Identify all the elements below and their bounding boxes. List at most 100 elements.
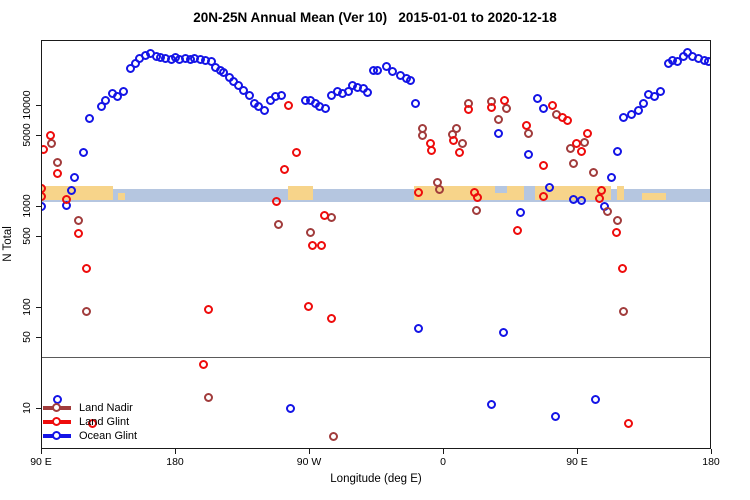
data-point-ocean-glint: [486, 399, 496, 409]
data-point-land-glint: [486, 103, 496, 113]
map-strip-land: [42, 186, 114, 200]
x-axis-title: Longitude (deg E): [330, 473, 422, 485]
data-point-ocean-glint: [84, 114, 94, 124]
y-tick-label: 10: [21, 402, 33, 414]
data-point-land-glint: [455, 148, 465, 158]
data-point-land-glint: [577, 147, 587, 157]
data-point-land-glint: [473, 192, 483, 202]
data-point-ocean-glint: [413, 323, 423, 333]
data-point-ocean-glint: [704, 56, 710, 66]
data-point-land-glint: [562, 116, 572, 126]
data-point-land-nadir: [273, 220, 283, 230]
data-point-land-glint: [464, 105, 474, 115]
data-point-land-nadir: [565, 144, 575, 154]
y-tick-mark: [36, 337, 41, 339]
data-point-land-glint: [617, 264, 627, 274]
data-point-land-glint: [203, 305, 213, 315]
x-tick-mark: [175, 449, 176, 454]
data-point-ocean-glint: [373, 65, 383, 75]
data-point-ocean-glint: [260, 106, 270, 116]
data-point-land-glint: [53, 168, 63, 178]
legend-item: Ocean Glint: [43, 429, 193, 443]
data-point-land-glint: [45, 131, 55, 141]
data-point-ocean-glint: [650, 91, 660, 101]
data-point-ocean-glint: [656, 86, 666, 96]
data-point-ocean-glint: [523, 150, 533, 160]
data-point-land-glint: [522, 121, 532, 131]
data-point-land-glint: [413, 187, 423, 197]
legend-item: Land Glint: [43, 415, 193, 429]
data-point-ocean-glint: [285, 404, 295, 413]
legend-marker-circle-icon: [52, 402, 61, 412]
x-tick-mark: [577, 449, 578, 454]
data-point-ocean-glint: [363, 87, 373, 97]
legend: Land Nadir Land Glint Ocean Glint: [43, 401, 193, 443]
data-point-land-glint: [307, 241, 317, 250]
data-point-land-nadir: [471, 206, 481, 216]
data-point-ocean-glint: [388, 66, 398, 76]
data-point-land-nadir: [613, 216, 623, 226]
map-strip-land: [642, 193, 666, 200]
data-point-land-nadir: [602, 207, 612, 217]
y-tick-mark: [36, 408, 41, 409]
data-point-ocean-glint: [638, 98, 648, 108]
data-point-ocean-glint: [607, 172, 617, 182]
legend-marker-circle-icon: [52, 416, 61, 426]
data-point-land-nadir: [580, 138, 590, 148]
data-point-land-glint: [571, 139, 581, 149]
data-point-ocean-glint: [577, 196, 587, 206]
data-point-ocean-glint: [494, 129, 504, 138]
data-point-land-glint: [319, 210, 329, 220]
y-tick-label: 1000: [21, 194, 33, 218]
data-point-land-nadir: [494, 115, 504, 125]
x-tick-mark: [309, 449, 310, 454]
data-point-land-glint: [284, 101, 294, 110]
y-tick-label: 5000: [21, 123, 33, 148]
map-strip-ocean-notch: [524, 186, 535, 200]
x-tick-label: 90 E: [566, 456, 588, 468]
data-point-ocean-glint: [672, 56, 682, 66]
data-point-land-glint: [303, 302, 313, 312]
data-point-land-nadir: [74, 216, 84, 226]
data-point-ocean-glint: [550, 412, 560, 422]
data-point-land-nadir: [434, 184, 444, 194]
data-point-land-glint: [316, 241, 326, 250]
data-point-land-nadir: [47, 139, 57, 149]
data-point-ocean-glint: [590, 394, 600, 404]
map-strip-land: [414, 186, 611, 200]
data-point-land-glint: [547, 101, 557, 110]
data-point-ocean-glint: [239, 85, 249, 95]
data-point-ocean-glint: [619, 113, 629, 123]
data-point-ocean-glint: [498, 328, 508, 338]
data-point-ocean-glint: [382, 61, 392, 71]
data-point-land-glint: [291, 148, 301, 158]
plot-area: Land Nadir Land Glint Ocean Glint: [41, 40, 711, 449]
data-point-land-glint: [583, 129, 593, 138]
data-point-land-nadir: [589, 167, 599, 177]
data-point-ocean-glint: [626, 110, 636, 120]
data-point-land-nadir: [306, 227, 316, 237]
y-tick-label: 500: [21, 227, 33, 246]
y-tick-label: 100: [21, 298, 33, 316]
data-point-land-glint: [279, 164, 289, 174]
legend-marker-circle-icon: [52, 430, 61, 440]
data-point-land-glint: [449, 136, 459, 146]
data-point-land-nadir: [523, 129, 533, 138]
data-point-ocean-glint: [544, 182, 554, 192]
y-tick-label: 50: [21, 331, 33, 344]
data-point-land-glint: [81, 264, 91, 274]
x-tick-label: 0: [440, 456, 446, 468]
data-point-land-glint: [611, 228, 621, 238]
data-point-land-nadir: [203, 392, 213, 402]
data-point-ocean-glint: [410, 98, 420, 108]
data-point-land-nadir: [501, 104, 511, 114]
data-point-land-nadir: [418, 131, 428, 141]
data-point-land-glint: [272, 197, 282, 207]
threshold-line: [42, 357, 710, 358]
data-point-land-glint: [427, 146, 437, 156]
data-point-land-glint: [87, 419, 97, 429]
plot-clip-region: [42, 41, 710, 448]
data-point-land-glint: [74, 228, 84, 238]
data-point-ocean-glint: [233, 80, 243, 90]
